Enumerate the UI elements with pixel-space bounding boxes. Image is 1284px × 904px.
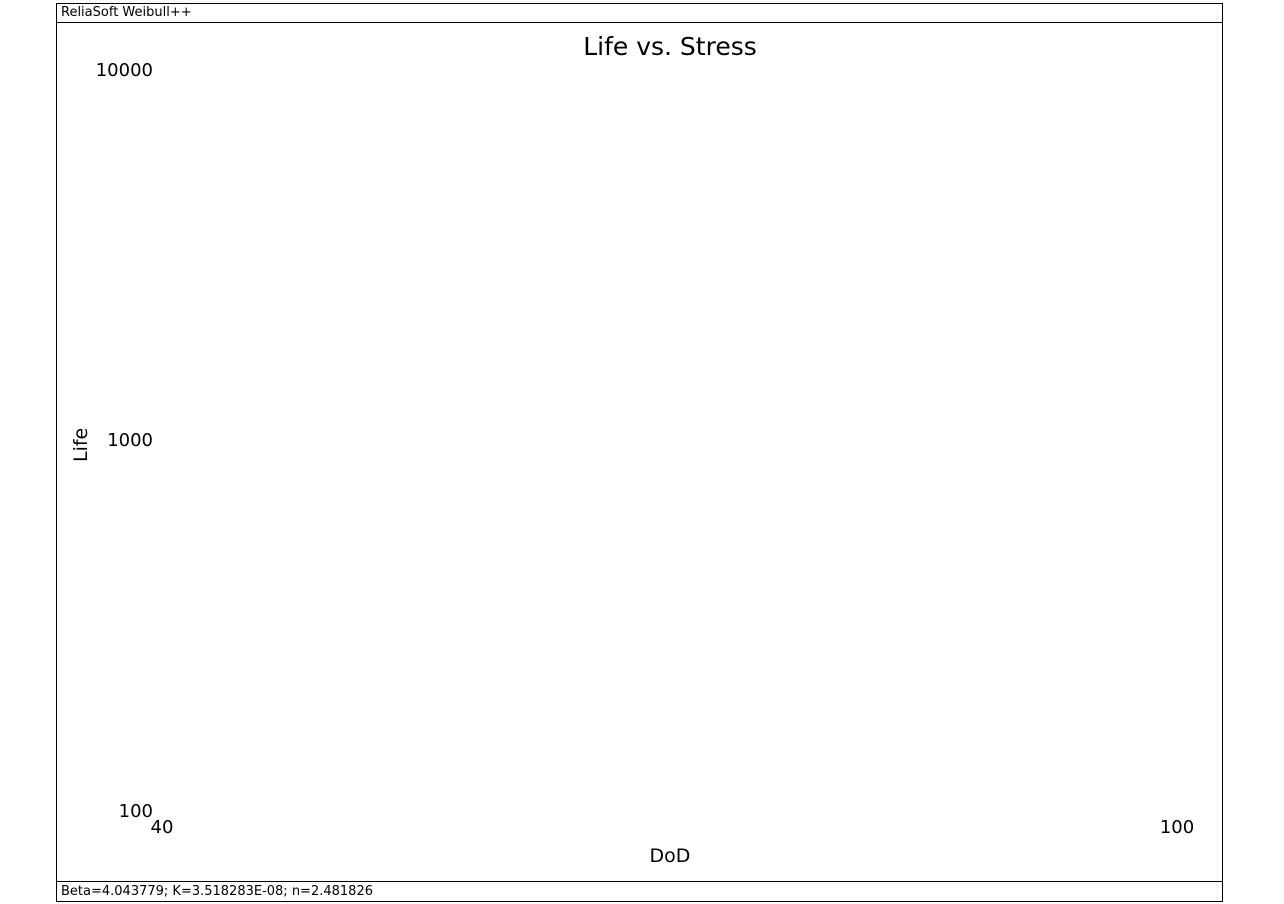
chart-title: Life vs. Stress bbox=[583, 32, 757, 61]
x-tick-label-100: 100 bbox=[1159, 817, 1195, 838]
x-tick-label-40: 40 bbox=[150, 817, 174, 838]
model-parameters-text: Beta=4.043779; K=3.518283E-08; n=2.48182… bbox=[61, 884, 373, 899]
y-axis-title: Life bbox=[70, 427, 92, 462]
chart-window-frame: ReliaSoft Weibull++ Beta=4.043779; K=3.5… bbox=[56, 3, 1223, 902]
y-tick-label-10000: 10000 bbox=[95, 60, 153, 81]
status-bar: Beta=4.043779; K=3.518283E-08; n=2.48182… bbox=[57, 881, 1222, 901]
app-title: ReliaSoft Weibull++ bbox=[61, 5, 192, 20]
app-header: ReliaSoft Weibull++ bbox=[57, 4, 1222, 23]
x-axis-title: DoD bbox=[649, 845, 691, 867]
y-tick-label-1000: 1000 bbox=[107, 430, 153, 451]
y-tick-label-100: 100 bbox=[118, 801, 153, 822]
